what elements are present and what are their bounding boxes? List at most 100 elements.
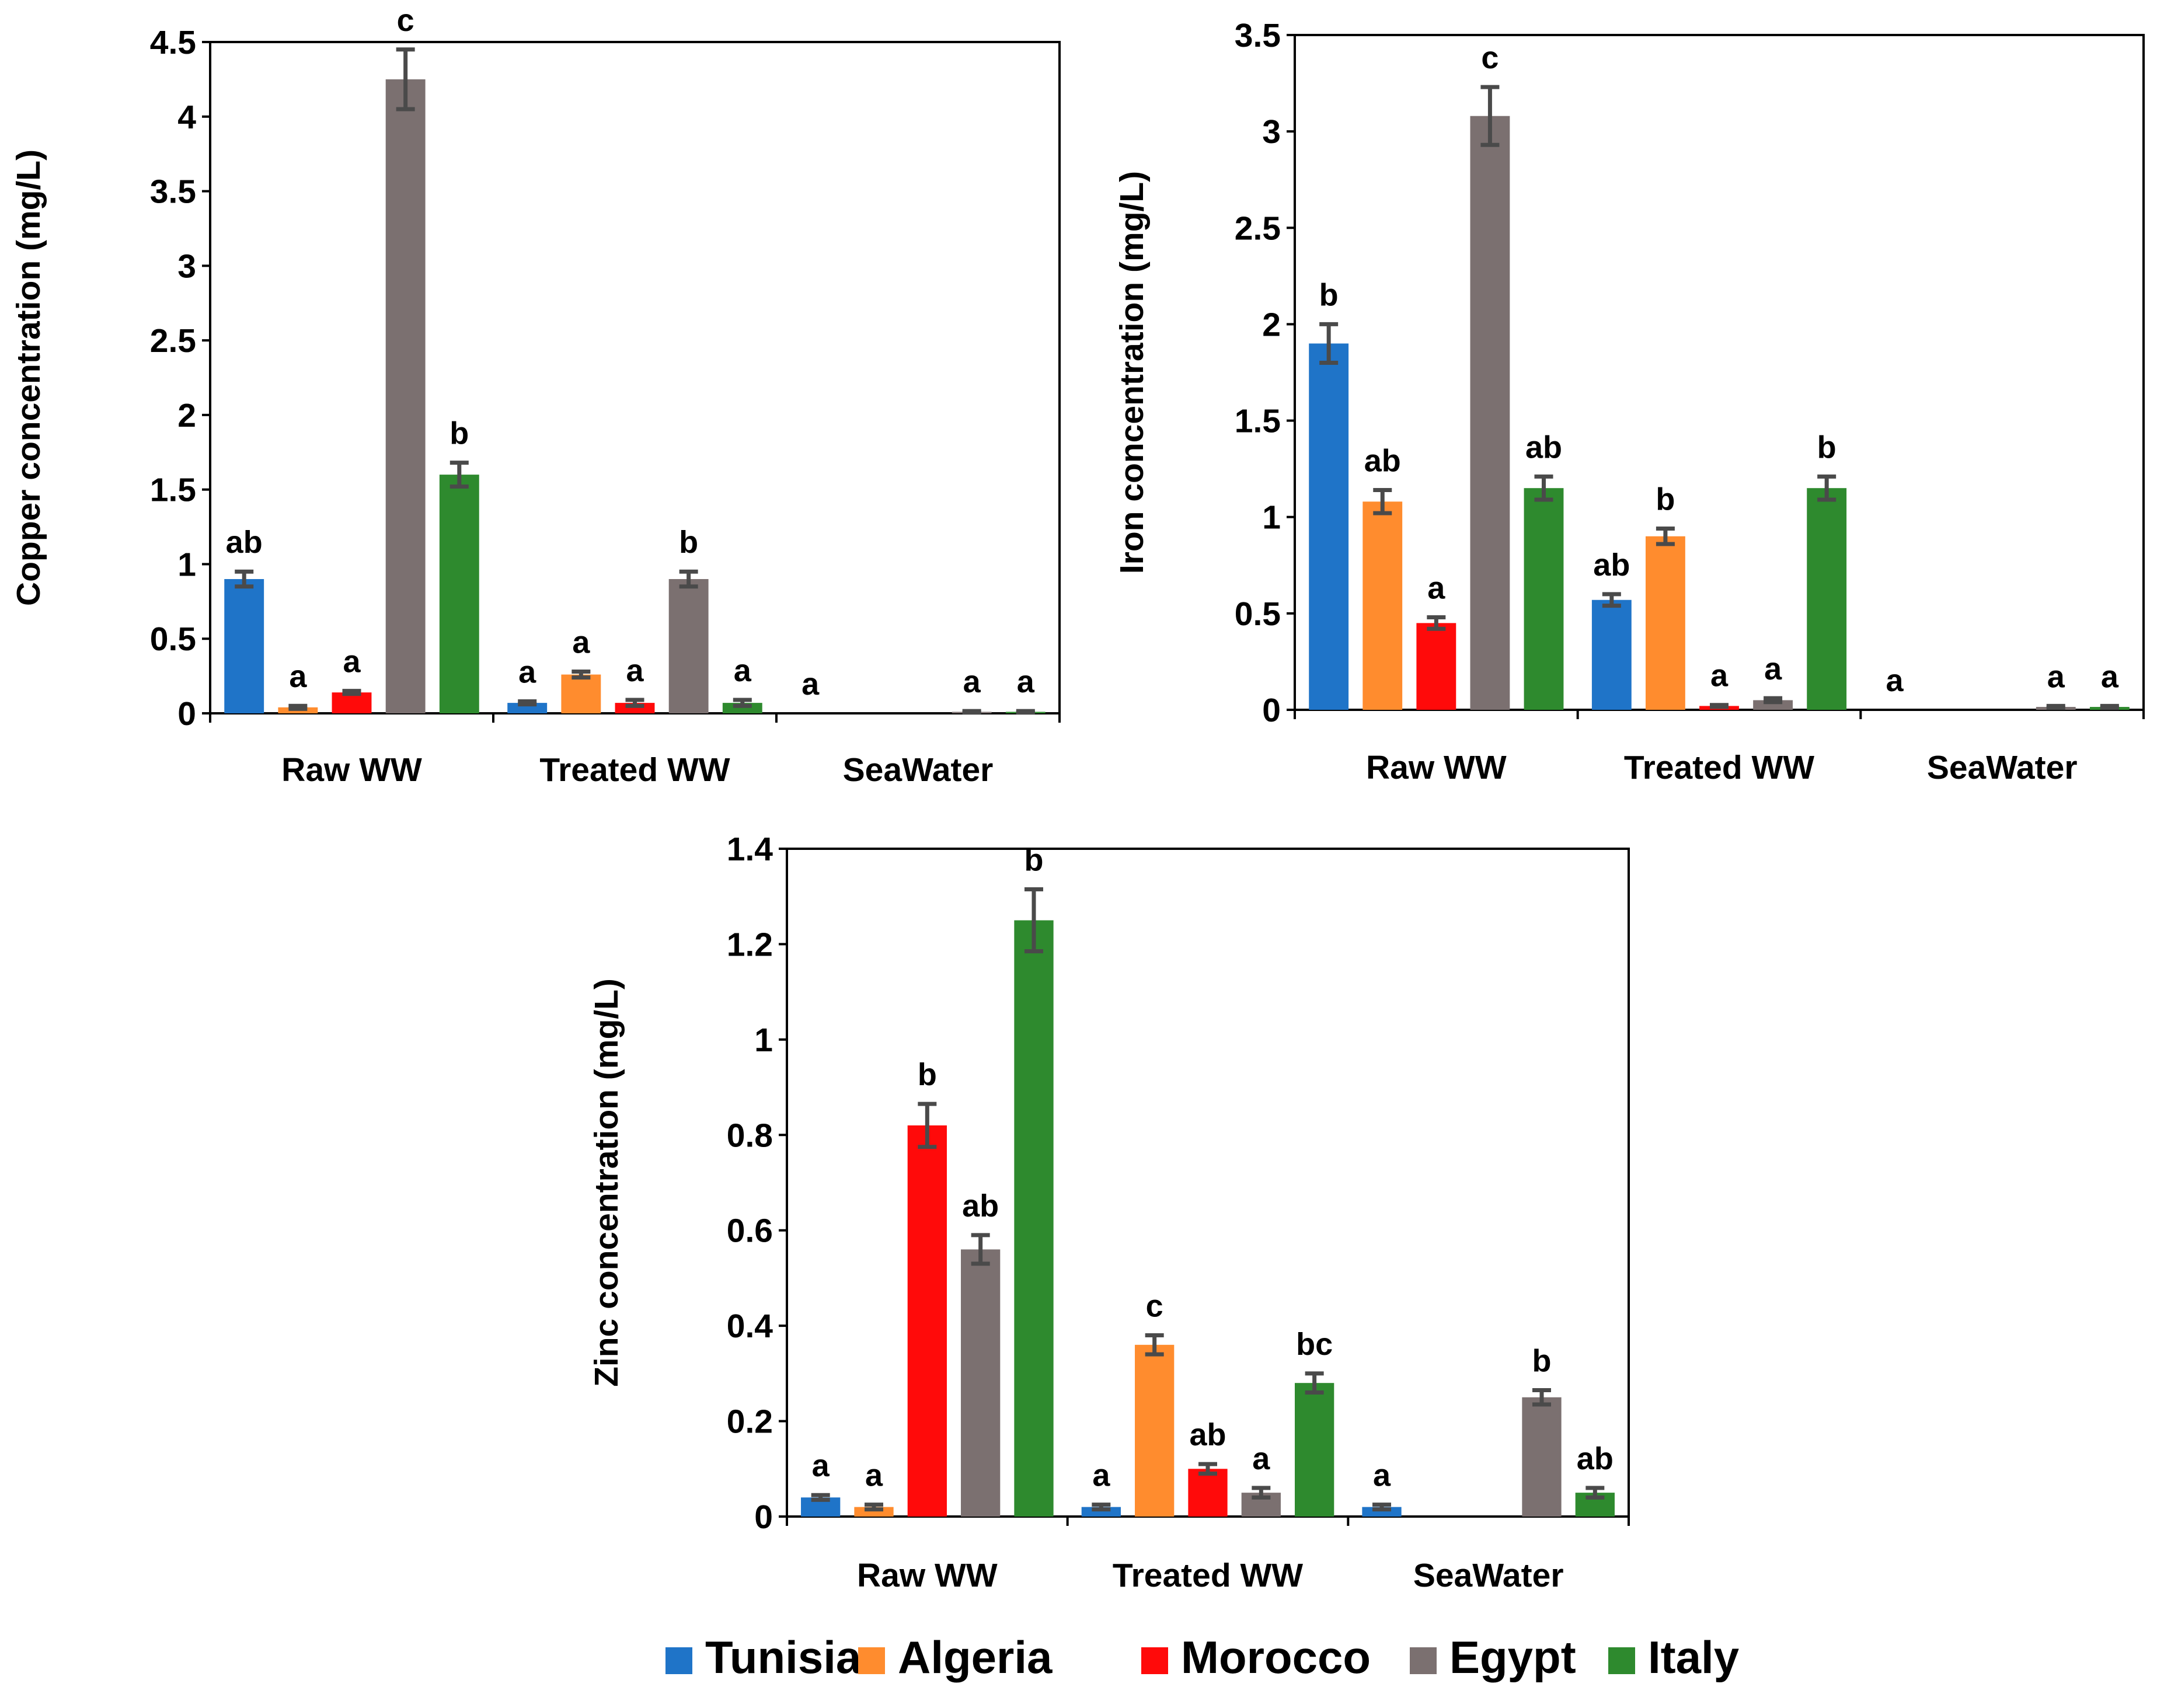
iron-category-label: Treated WW: [1624, 749, 1814, 786]
zinc-significance-label: a: [1373, 1458, 1391, 1493]
iron-significance-label: a: [1710, 658, 1729, 693]
zinc-significance-label: b: [1532, 1343, 1551, 1378]
copper-significance-label: c: [397, 3, 414, 38]
zinc-category-label: Raw WW: [857, 1557, 998, 1594]
copper-significance-label: a: [734, 653, 752, 688]
zinc-category-label: Treated WW: [1113, 1557, 1303, 1594]
copper-bar-egypt: [668, 579, 709, 713]
iron-category-label: SeaWater: [1927, 749, 2078, 786]
zinc-ytick-label: 1.4: [727, 831, 773, 868]
copper-ytick-label: 2: [177, 397, 196, 434]
iron-significance-label: b: [1319, 277, 1339, 312]
copper-ytick-label: 1.5: [150, 472, 196, 509]
copper-significance-label: a: [963, 664, 981, 699]
zinc-significance-label: bc: [1296, 1327, 1333, 1362]
copper-category-label: Raw WW: [281, 751, 422, 789]
legend-swatch-egypt: [1410, 1647, 1437, 1674]
copper-significance-label: a: [343, 644, 361, 679]
zinc-significance-label: ab: [962, 1188, 999, 1224]
zinc-significance-label: b: [918, 1057, 937, 1092]
zinc-significance-label: ab: [1189, 1417, 1226, 1452]
copper-significance-label: a: [289, 659, 307, 694]
copper-plot-frame: [209, 41, 1061, 714]
iron-significance-label: ab: [1593, 548, 1630, 583]
zinc-bar-italy: [1295, 1383, 1334, 1517]
iron-ytick-label: 3.5: [1235, 17, 1281, 54]
zinc-significance-label: a: [1092, 1458, 1110, 1493]
iron-bar-italy: [1524, 488, 1564, 710]
iron-bar-algeria: [1362, 501, 1403, 710]
iron-significance-label: a: [1427, 570, 1445, 605]
iron-bar-egypt: [1753, 700, 1793, 710]
iron-significance-label: a: [2101, 659, 2119, 694]
copper-bar-tunisia: [224, 579, 264, 713]
legend-label-italy: Italy: [1648, 1632, 1739, 1683]
copper-bar-italy: [439, 475, 479, 713]
iron-significance-label: a: [1886, 663, 1904, 698]
legend-label-tunisia: Tunisia: [705, 1632, 862, 1683]
iron-ytick-label: 0.5: [1235, 595, 1281, 633]
copper-significance-label: b: [679, 525, 698, 560]
zinc-bar-tunisia: [1081, 1507, 1121, 1517]
copper-category-label: Treated WW: [539, 751, 730, 789]
copper-significance-label: a: [518, 655, 536, 690]
zinc-ytick-label: 0: [754, 1498, 773, 1536]
copper-ytick-label: 3: [177, 248, 196, 285]
copper-bar-morocco: [615, 703, 655, 713]
zinc-ytick-label: 0.2: [727, 1403, 773, 1441]
iron-significance-label: c: [1481, 40, 1499, 75]
legend-swatch-morocco: [1141, 1647, 1168, 1674]
zinc-ytick-label: 0.4: [727, 1308, 773, 1345]
copper-significance-label: a: [626, 653, 644, 688]
iron-chart: 0 0.5 1 1.5 2 2.5 3 3.5 Iron concentration (mg/L…: [1113, 17, 2145, 786]
iron-significance-label: ab: [1525, 430, 1562, 465]
copper-significance-label: a: [802, 667, 820, 702]
zinc-bar-egypt: [1522, 1397, 1562, 1517]
zinc-bar-morocco: [907, 1125, 947, 1517]
copper-ytick-label: 0.5: [150, 621, 196, 658]
zinc-bar-tunisia: [1362, 1507, 1402, 1517]
iron-y-axis-label: Iron concentration (mg/L): [1113, 171, 1151, 574]
copper-chart: 0 0.5 1 1.5 2 2.5 3 3.5 4 4.5 Copper concentration…: [10, 3, 1061, 789]
legend: Tunisia Algeria Morocco Egypt Italy: [665, 1632, 1739, 1683]
copper-ytick-label: 1: [177, 546, 196, 583]
zinc-bar-italy: [1014, 920, 1054, 1517]
zinc-significance-label: b: [1024, 842, 1043, 877]
zinc-chart: 0 0.2 0.4 0.6 0.8 1 1.2 1.4 Zinc concentration (…: [588, 831, 1630, 1594]
legend-label-egypt: Egypt: [1449, 1632, 1576, 1683]
iron-ytick-label: 3: [1262, 113, 1281, 151]
zinc-ytick-label: 0.8: [727, 1117, 773, 1154]
copper-bar-tunisia: [507, 703, 548, 713]
zinc-category-label: SeaWater: [1413, 1557, 1564, 1594]
legend-label-morocco: Morocco: [1181, 1632, 1371, 1683]
zinc-ytick-label: 1.2: [727, 926, 773, 963]
iron-bar-algeria: [1645, 536, 1685, 710]
zinc-significance-label: a: [812, 1448, 830, 1483]
iron-bar-egypt: [1470, 116, 1510, 710]
zinc-y-axis-label: Zinc concentration (mg/L): [588, 978, 625, 1387]
iron-category-label: Raw WW: [1366, 749, 1507, 786]
legend-swatch-tunisia: [665, 1647, 692, 1674]
zinc-significance-label: c: [1146, 1288, 1163, 1323]
zinc-bar-morocco: [1188, 1469, 1228, 1517]
zinc-ytick-label: 0.6: [727, 1212, 773, 1250]
iron-significance-label: b: [1817, 430, 1837, 465]
copper-significance-label: a: [572, 625, 590, 660]
iron-ytick-label: 2.5: [1235, 210, 1281, 247]
copper-significance-label: ab: [226, 525, 263, 560]
copper-ytick-label: 4.5: [150, 24, 196, 61]
iron-significance-label: ab: [1364, 443, 1401, 478]
copper-significance-label: b: [449, 416, 469, 451]
zinc-significance-label: ab: [1577, 1441, 1614, 1476]
zinc-significance-label: a: [1252, 1441, 1270, 1476]
zinc-bar-algeria: [854, 1507, 894, 1517]
legend-swatch-algeria: [858, 1647, 885, 1674]
iron-ytick-label: 2: [1262, 306, 1281, 343]
iron-ytick-label: 1: [1262, 499, 1281, 536]
iron-bar-tunisia: [1309, 343, 1349, 710]
iron-significance-label: b: [1656, 482, 1675, 517]
copper-ytick-label: 2.5: [150, 322, 196, 360]
iron-bar-morocco: [1416, 623, 1456, 710]
legend-label-algeria: Algeria: [898, 1632, 1053, 1683]
